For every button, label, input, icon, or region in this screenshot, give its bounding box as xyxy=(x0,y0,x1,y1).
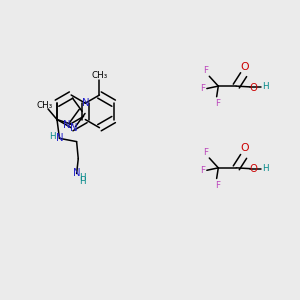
Text: H: H xyxy=(262,164,269,173)
Text: CH₃: CH₃ xyxy=(91,71,108,80)
Text: F: F xyxy=(200,84,206,93)
Text: H: H xyxy=(79,177,86,186)
Text: F: F xyxy=(203,66,208,75)
Text: N: N xyxy=(56,133,63,143)
Text: F: F xyxy=(215,99,220,108)
Text: O: O xyxy=(250,82,258,92)
Text: H: H xyxy=(50,132,56,141)
Text: N: N xyxy=(62,120,70,130)
Text: CH₃: CH₃ xyxy=(37,101,53,110)
Text: N: N xyxy=(70,123,78,133)
Text: F: F xyxy=(203,148,208,157)
Text: H: H xyxy=(262,82,269,91)
Text: F: F xyxy=(200,166,206,175)
Text: O: O xyxy=(250,164,258,174)
Text: O: O xyxy=(241,143,249,153)
Text: N: N xyxy=(74,169,81,178)
Text: N: N xyxy=(82,98,89,108)
Text: H: H xyxy=(79,173,86,182)
Text: F: F xyxy=(215,181,220,190)
Text: O: O xyxy=(241,62,249,72)
